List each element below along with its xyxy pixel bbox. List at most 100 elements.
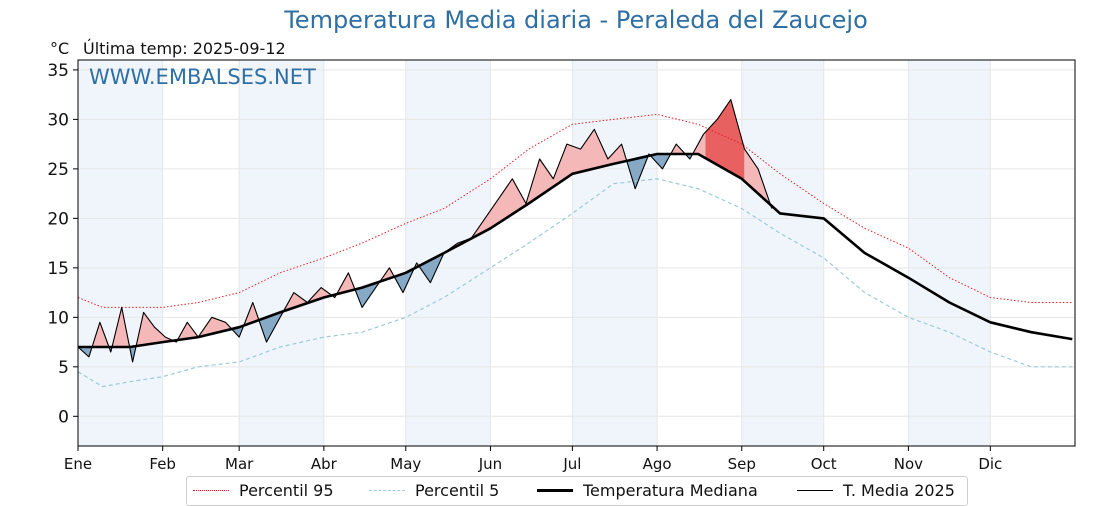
- fill-above-median: [589, 131, 593, 170]
- fill-above-median: [723, 105, 727, 171]
- fill-above-median: [150, 321, 153, 345]
- legend: Percentil 95 Percentil 5 Temperatura Med…: [186, 476, 968, 506]
- fill-above-median: [753, 161, 757, 193]
- fill-above-median: [145, 314, 148, 345]
- fill-above-median: [744, 148, 748, 184]
- fill-above-median: [714, 118, 718, 166]
- fill-above-median: [573, 146, 577, 174]
- month-band-ene: [78, 60, 163, 446]
- legend-item-p5: Percentil 5: [369, 481, 499, 500]
- fill-above-median: [594, 129, 597, 169]
- fill-above-median: [143, 311, 146, 346]
- fill-above-median: [580, 144, 584, 173]
- y-tick-label: 15: [47, 259, 69, 279]
- fill-above-median: [716, 115, 720, 167]
- fill-above-median: [293, 292, 297, 309]
- legend-label-median: Temperatura Mediana: [583, 481, 758, 500]
- fill-above-median: [566, 143, 570, 179]
- x-tick-label: Sep: [728, 455, 756, 473]
- fill-above-median: [703, 131, 707, 159]
- fill-above-median: [705, 128, 709, 161]
- fill-above-median: [568, 144, 572, 177]
- legend-item-median: Temperatura Mediana: [537, 481, 758, 500]
- legend-item-current: T. Media 2025: [797, 481, 955, 500]
- fill-above-median: [216, 318, 219, 334]
- x-tick-label: Dic: [978, 455, 1002, 473]
- fill-above-median: [587, 135, 590, 171]
- x-tick-label: May: [390, 455, 421, 473]
- fill-above-median: [541, 161, 545, 196]
- legend-swatch-current: [797, 490, 833, 491]
- month-bands: [78, 60, 991, 446]
- x-tick-label: Ago: [643, 455, 672, 473]
- fill-above-median: [571, 145, 575, 175]
- series-lines: [77, 99, 1073, 388]
- fill-above-median: [751, 158, 754, 191]
- x-tick-label: Jun: [478, 455, 502, 473]
- y-axis-ticks: 0 5 10 15 20 25 30 35: [47, 61, 78, 427]
- x-axis-ticks: Ene Feb Mar Abr May Jun Jul Ago Sep Oct Nov Dic: [64, 446, 1002, 473]
- month-band-sep: [741, 60, 824, 446]
- series-line-p95: [77, 113, 1073, 308]
- fill-above-median: [498, 194, 502, 224]
- fill-above-median: [584, 138, 588, 172]
- y-tick-label: 0: [58, 407, 69, 427]
- legend-swatch-p5: [369, 490, 405, 491]
- fill-above-median: [509, 177, 513, 217]
- fill-above-median: [578, 147, 581, 173]
- x-tick-label: Feb: [149, 455, 176, 473]
- legend-swatch-median: [537, 489, 573, 492]
- fill-above-median: [726, 102, 729, 172]
- x-tick-label: Abr: [311, 455, 338, 473]
- fill-above-median: [721, 108, 725, 170]
- fill-above-median: [539, 158, 543, 197]
- x-tick-label: Oct: [811, 455, 837, 473]
- fill-above-median: [156, 328, 159, 344]
- x-tick-label: Mar: [225, 455, 254, 473]
- fill-above-median: [500, 191, 504, 222]
- fill-above-median: [502, 187, 506, 221]
- y-tick-label: 30: [47, 110, 69, 130]
- y-axis-unit: °C: [50, 39, 70, 58]
- month-band-mar: [239, 60, 324, 446]
- fill-above-median: [712, 121, 716, 164]
- fill-above-median: [710, 123, 713, 163]
- month-band-jul: [572, 60, 658, 446]
- legend-label-current: T. Media 2025: [843, 481, 955, 500]
- y-tick-label: 5: [58, 358, 69, 378]
- fill-above-median: [755, 164, 759, 195]
- fill-above-median: [512, 178, 515, 215]
- fill-above-median: [591, 128, 595, 170]
- fill-above-median: [728, 98, 732, 174]
- fill-above-median: [148, 319, 152, 345]
- legend-swatch-p95: [193, 490, 229, 491]
- y-tick-label: 10: [47, 308, 69, 328]
- x-tick-label: Jul: [562, 455, 581, 473]
- fill-above-median: [575, 147, 579, 174]
- x-tick-label: Nov: [894, 455, 923, 473]
- fill-above-median: [746, 151, 750, 186]
- fill-above-median: [211, 316, 215, 335]
- fill-above-median: [146, 316, 150, 345]
- fill-above-median: [218, 319, 222, 333]
- legend-item-p95: Percentil 95: [193, 481, 334, 500]
- series-line-p5: [77, 178, 1073, 388]
- fill-above-median: [543, 164, 547, 194]
- fill-above-median: [707, 126, 711, 162]
- month-band-nov: [908, 60, 991, 446]
- series-line-current: [77, 99, 773, 363]
- fill-above-median: [507, 181, 511, 218]
- y-tick-label: 35: [47, 61, 69, 81]
- last-temp-label: Última temp: 2025-09-12: [83, 39, 286, 58]
- month-band-may: [405, 60, 491, 446]
- fill-above-median: [719, 111, 722, 168]
- x-tick-label: Ene: [64, 455, 92, 473]
- fill-above-median: [730, 99, 734, 175]
- y-tick-label: 20: [47, 209, 69, 229]
- watermark: WWW.EMBALSES.NET: [89, 65, 316, 89]
- fill-above-median: [748, 154, 752, 188]
- y-tick-label: 25: [47, 160, 69, 180]
- fill-above-median: [213, 317, 217, 334]
- fill-above-median: [154, 326, 157, 344]
